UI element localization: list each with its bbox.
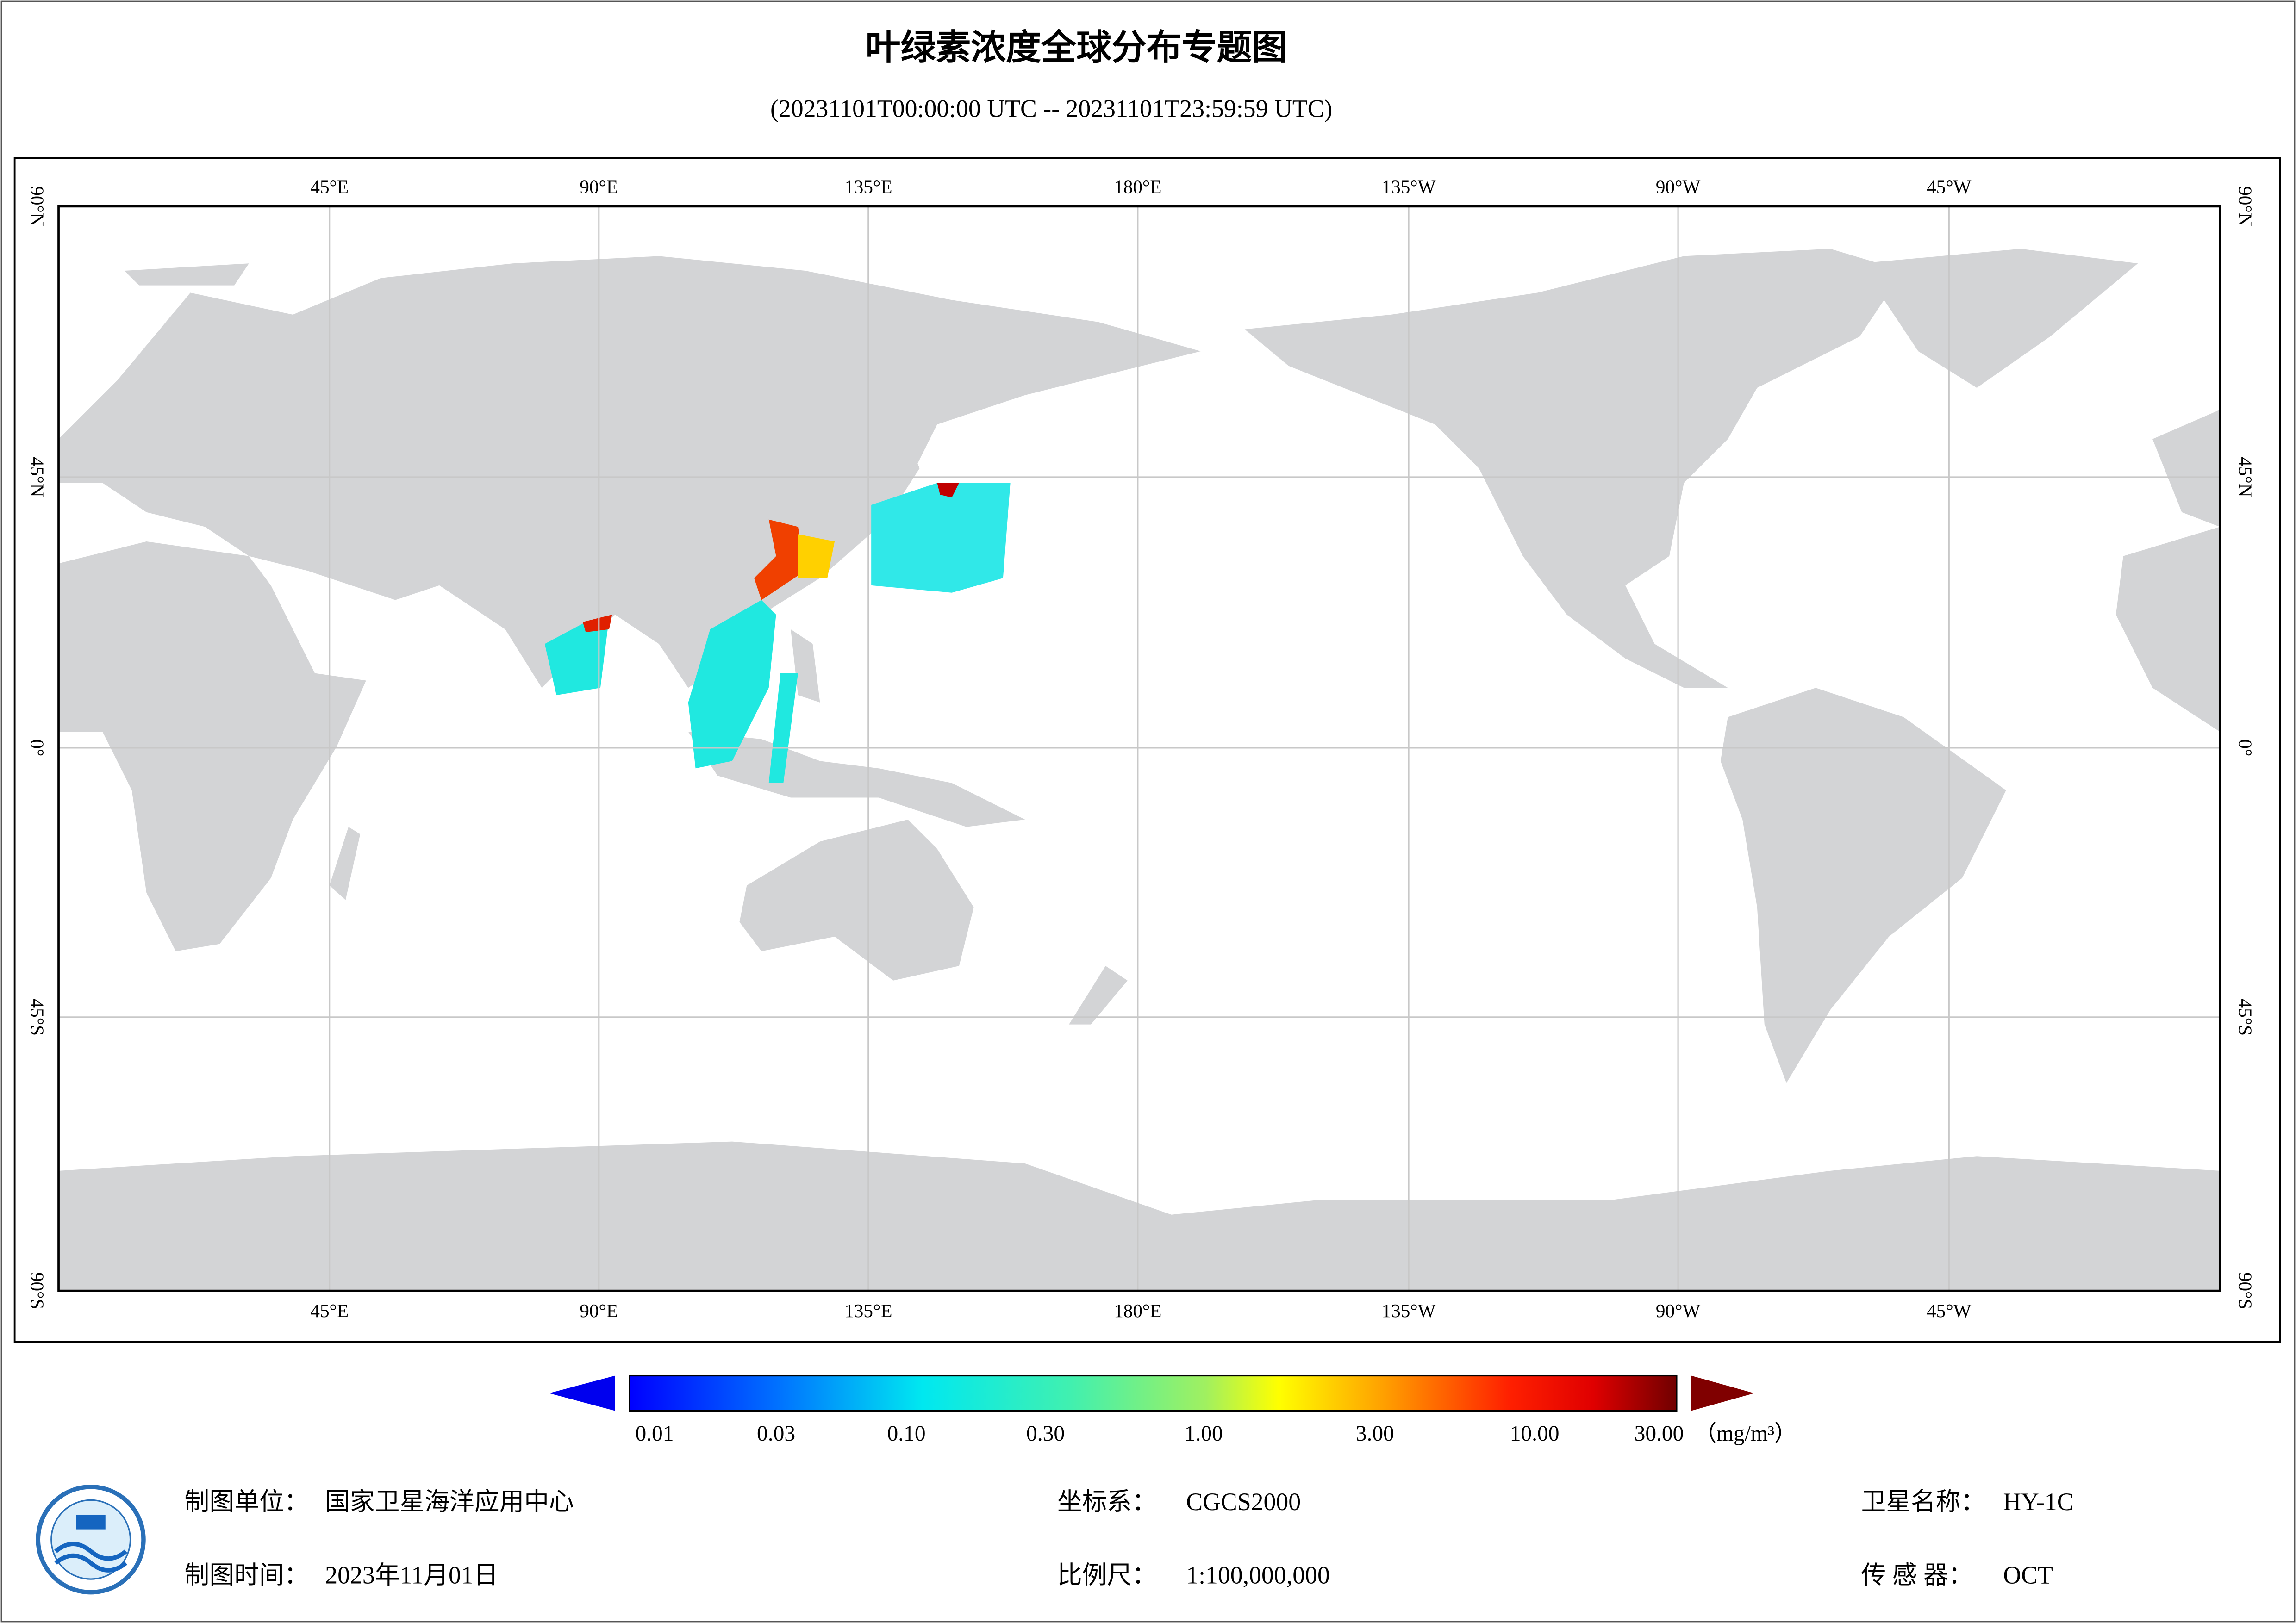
- arctic-islands: [124, 263, 249, 286]
- lat-label-right: 90°S: [2235, 1272, 2256, 1309]
- philippines: [791, 629, 820, 703]
- lon-label-top: 45°E: [310, 176, 349, 197]
- logo: [36, 1485, 146, 1595]
- date-label: 制图时间：: [185, 1561, 309, 1589]
- colorbar-label: 0.30: [1026, 1422, 1065, 1446]
- satellite: HY-1C: [2003, 1488, 2073, 1516]
- lat-label-left: 45°N: [26, 457, 48, 497]
- lon-label-top: 90°W: [1656, 176, 1701, 197]
- madagascar: [329, 827, 361, 900]
- colorbar-label: 0.01: [635, 1422, 674, 1446]
- chlorophyll-china-coast: [754, 519, 805, 600]
- chlorophyll-east-china-sea: [798, 534, 835, 578]
- greenland: [1859, 249, 2138, 388]
- colorbar-low-arrow: [549, 1375, 615, 1411]
- colorbar-label: 0.03: [757, 1422, 795, 1446]
- lat-label-right: 90°N: [2235, 186, 2256, 226]
- lon-label-top: 135°W: [1382, 176, 1436, 197]
- colorbar-label: 10.00: [1510, 1422, 1560, 1446]
- organization: 国家卫星海洋应用中心: [325, 1488, 574, 1516]
- eurasia: [58, 256, 1201, 688]
- lat-label-left: 0°: [26, 739, 48, 756]
- new-zealand: [1069, 966, 1128, 1025]
- south-america: [1720, 688, 2006, 1083]
- map-border: [57, 205, 2221, 1292]
- map: [58, 206, 2220, 1291]
- lon-label-bottom: 45°W: [1927, 1300, 1972, 1321]
- organization-label: 制图单位：: [185, 1488, 309, 1516]
- chlorophyll-nw-pacific: [871, 483, 1011, 593]
- chlorophyll-south-china-sea: [688, 600, 776, 769]
- sensor: OCT: [2003, 1561, 2053, 1589]
- lon-label-top: 180°E: [1114, 176, 1161, 197]
- lat-label-right: 0°: [2235, 739, 2256, 756]
- lon-label-bottom: 90°E: [580, 1300, 618, 1321]
- crs: CGCS2000: [1186, 1488, 1301, 1516]
- lon-label-top: 90°E: [580, 176, 618, 197]
- sensor-label: 传 感 器：: [1861, 1561, 1973, 1589]
- colorbar-unit: （mg/m³）: [1695, 1422, 1797, 1446]
- colorbar: [629, 1374, 1678, 1412]
- lon-label-bottom: 45°E: [310, 1300, 349, 1321]
- africa: [58, 541, 366, 951]
- satellite-label: 卫星名称：: [1861, 1488, 1986, 1516]
- chlorophyll-kuroshio: [937, 483, 959, 498]
- title: 叶绿素浓度全球分布专题图: [866, 27, 1287, 68]
- chlorophyll-bay-of-bengal: [544, 622, 608, 696]
- crs-label: 坐标系：: [1057, 1488, 1157, 1516]
- lon-label-top: 45°W: [1927, 176, 1972, 197]
- colorbar-label: 0.10: [887, 1422, 926, 1446]
- lat-label-right: 45°S: [2235, 999, 2256, 1036]
- lon-label-bottom: 180°E: [1114, 1300, 1161, 1321]
- lon-label-bottom: 90°W: [1656, 1300, 1701, 1321]
- west-africa: [2115, 527, 2220, 732]
- time-range: (20231101T00:00:00 UTC -- 20231101T23:59…: [770, 95, 1332, 123]
- scale-label: 比例尺：: [1057, 1561, 1157, 1589]
- colorbar-label: 1.00: [1185, 1422, 1223, 1446]
- lat-label-left: 45°S: [26, 999, 48, 1036]
- lat-label-left: 90°N: [26, 186, 48, 226]
- colorbar-high-arrow: [1691, 1375, 1754, 1411]
- lat-label-right: 45°N: [2235, 457, 2256, 497]
- date: 2023年11月01日: [325, 1561, 498, 1589]
- lon-label-top: 135°E: [844, 176, 892, 197]
- chlorophyll-swath: [768, 673, 798, 783]
- europe-east: [2152, 410, 2220, 527]
- scale: 1:100,000,000: [1186, 1561, 1330, 1589]
- lon-label-bottom: 135°W: [1382, 1300, 1436, 1321]
- lon-label-bottom: 135°E: [844, 1300, 892, 1321]
- australia: [739, 819, 974, 981]
- colorbar-label: 30.00: [1635, 1422, 1684, 1446]
- chlorophyll-bengal-coast: [582, 615, 612, 633]
- colorbar-label: 3.00: [1356, 1422, 1394, 1446]
- lat-label-left: 90°S: [26, 1272, 48, 1309]
